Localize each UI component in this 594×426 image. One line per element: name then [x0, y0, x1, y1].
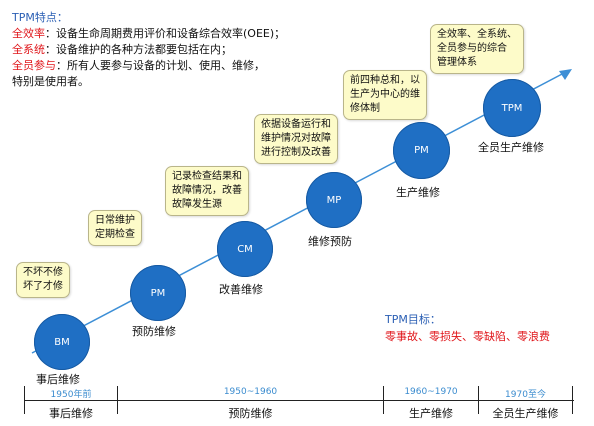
stage-note-callout: 日常维护 定期检查: [88, 210, 142, 246]
features-title: TPM特点：: [12, 11, 68, 24]
feature-continuation: 特别是使用者。: [12, 75, 89, 88]
timeline-phase: 事后维修: [49, 407, 93, 420]
timeline-divider: [572, 386, 573, 414]
feature-item: 全员参与：所有人要参与设备的计划、使用、维修，: [12, 59, 265, 72]
timeline-divider: [117, 386, 118, 414]
goal-title: TPM目标：: [385, 313, 441, 326]
feature-item: 全效率：设备生命周期费用评价和设备综合效率(OEE)；: [12, 27, 286, 40]
timeline-divider: [478, 386, 479, 414]
stage-note-callout: 不坏不修 坏了才修: [16, 262, 70, 298]
stage-circle-pm: PM: [130, 265, 186, 321]
tpm-features: TPM特点： 全效率：设备生命周期费用评价和设备综合效率(OEE)； 全系统：设…: [12, 10, 285, 90]
arrow-head-icon: [559, 69, 572, 80]
stage-label: 事后维修: [36, 373, 80, 386]
tpm-goal: TPM目标： 零事故、零损失、零缺陷、零浪费: [385, 311, 550, 345]
stage-note-callout: 记录检查结果和 故障情况，改善 故障发生源: [165, 166, 249, 216]
timeline-phase: 生产维修: [409, 407, 453, 420]
stage-label: 生产维修: [396, 186, 440, 199]
stage-note-callout: 全效率、全系统、 全员参与的综合 管理体系: [430, 24, 524, 74]
timeline-divider: [383, 386, 384, 414]
stage-label: 全员生产维修: [478, 141, 544, 154]
timeline-period: 1950~1960: [223, 387, 278, 397]
timeline-period: 1970至今: [505, 390, 546, 400]
stage-label: 维修预防: [308, 235, 352, 248]
stage-circle-mp: MP: [306, 172, 362, 228]
stage-label: 改善维修: [219, 283, 263, 296]
stage-circle-cm: CM: [217, 221, 273, 277]
stage-circle-pm2: PM: [393, 122, 450, 179]
timeline-period: 1960~1970: [404, 387, 458, 397]
stage-label: 预防维修: [132, 325, 176, 338]
goal-text: 零事故、零损失、零缺陷、零浪费: [385, 330, 550, 343]
timeline-phase: 预防维修: [228, 407, 273, 420]
feature-item: 全系统：设备维护的各种方法都要包括在内；: [12, 43, 232, 56]
timeline-divider: [24, 386, 25, 414]
stage-note-callout: 前四种总和，以 生产为中心的维 修体制: [343, 70, 427, 120]
timeline-axis: [24, 400, 574, 401]
arrow-line: [31, 72, 565, 354]
stage-circle-bm: BM: [34, 314, 90, 370]
stage-note-callout: 依据设备运行和 维护情况对故障 进行控制及改善: [254, 114, 338, 164]
stage-circle-tpm: TPM: [483, 79, 541, 137]
timeline-period: 1950年前: [50, 390, 92, 400]
timeline-phase: 全员生产维修: [492, 407, 559, 420]
